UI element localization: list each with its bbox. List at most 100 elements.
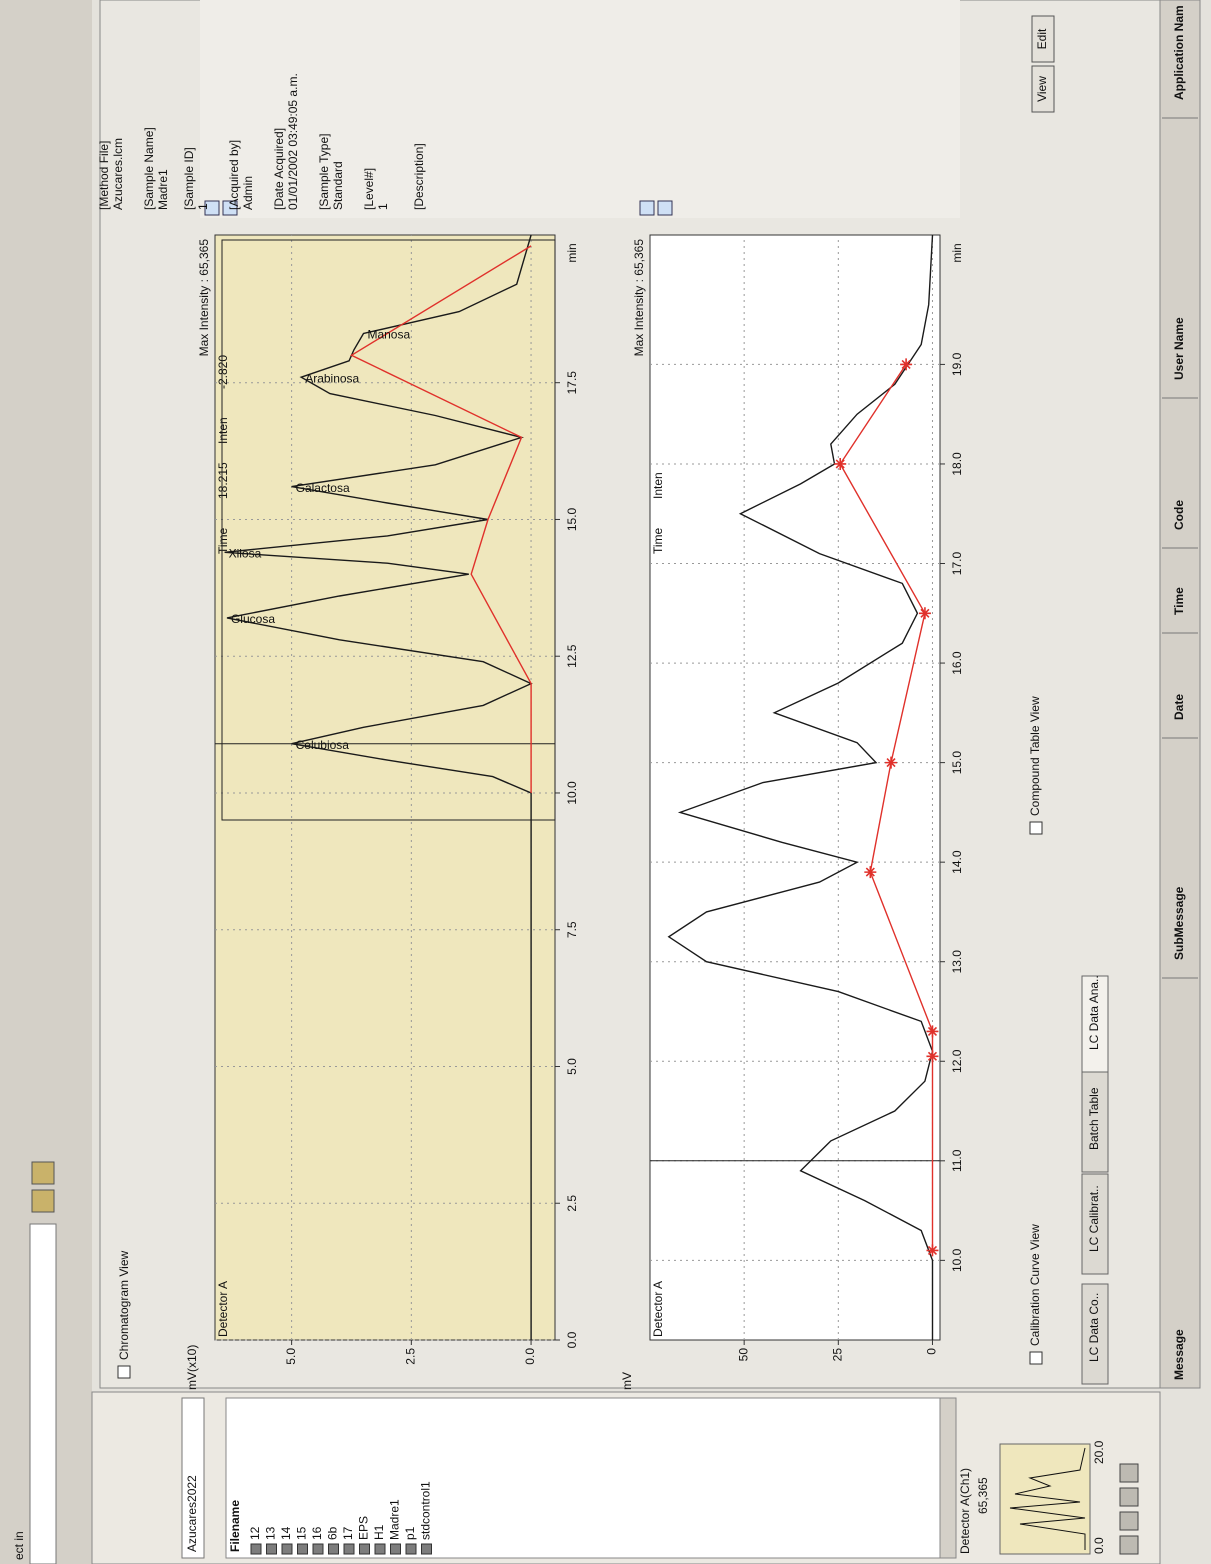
y-tick-label: 5.0 (284, 1348, 298, 1365)
file-icon (329, 1544, 339, 1554)
checkbox[interactable] (1030, 1352, 1042, 1364)
cursor-readout: Time (651, 527, 665, 554)
x-tick-label: 17.5 (565, 371, 579, 395)
file-icon (313, 1544, 323, 1554)
panel-icon[interactable] (1120, 1512, 1138, 1530)
window-title: Chromatogram View (117, 1251, 131, 1360)
panel-icon[interactable] (1120, 1536, 1138, 1554)
list-header: Filename (228, 1500, 242, 1552)
search-label: ect in (12, 1531, 26, 1560)
x-unit: min (950, 243, 964, 262)
file-name: EPS (357, 1516, 371, 1540)
cursor-readout: Inten (651, 472, 665, 499)
thumb-label: 0.0 (1092, 1537, 1106, 1554)
checkbox-label: Calibration Curve View (1028, 1224, 1042, 1346)
file-icon (391, 1544, 401, 1554)
x-tick-label: 13.0 (950, 950, 964, 974)
file-name: Madre1 (388, 1499, 402, 1540)
tab-label: LC Data Co.. (1087, 1293, 1101, 1362)
x-tick-label: 16.0 (950, 651, 964, 675)
cursor-readout: 18.215 (216, 462, 230, 499)
info-value: 1 (376, 203, 390, 210)
tab-label: LC Data Ana.. (1087, 975, 1101, 1050)
panel-icon[interactable] (1120, 1488, 1138, 1506)
file-icon (375, 1544, 385, 1554)
tab-label: LC Calibrat.. (1087, 1185, 1101, 1252)
x-tick-label: 0.0 (565, 1331, 579, 1348)
column-header: SubMessage (1172, 886, 1186, 960)
file-icon (422, 1544, 432, 1554)
file-name: 6b (326, 1526, 340, 1540)
scrollbar[interactable] (940, 1398, 956, 1558)
info-label: [Sample ID] (182, 147, 196, 210)
file-name: 16 (310, 1526, 324, 1540)
thumb-label: 20.0 (1092, 1440, 1106, 1464)
info-panel (200, 0, 960, 218)
peak-label: Galactosa (296, 481, 350, 495)
y-axis-label: mV(x10) (185, 1345, 199, 1390)
checkbox-label: Compound Table View (1028, 696, 1042, 816)
screen: ect inAzucares2022Filename12131415166b17… (0, 0, 1211, 1564)
panel-icon[interactable] (1120, 1464, 1138, 1482)
y-tick-label: 2.5 (404, 1348, 418, 1365)
file-icon (267, 1544, 277, 1554)
file-icon (360, 1544, 370, 1554)
x-tick-label: 12.5 (565, 644, 579, 668)
file-name: 12 (248, 1526, 262, 1540)
x-tick-label: 14.0 (950, 850, 964, 874)
window-checkbox[interactable] (118, 1366, 130, 1378)
detector-label: Detector A (651, 1281, 665, 1337)
file-name: 17 (341, 1526, 355, 1540)
x-tick-label: 10.0 (565, 781, 579, 805)
column-header: User Name (1172, 317, 1186, 380)
zoom-out[interactable] (658, 201, 672, 215)
x-tick-label: 7.5 (565, 921, 579, 938)
button-label: Edit (1035, 28, 1049, 49)
x-tick-label: 5.0 (565, 1058, 579, 1075)
peak-label: Arabinosa (305, 371, 359, 385)
file-name: H1 (372, 1524, 386, 1540)
cursor-readout: Inten (216, 417, 230, 444)
column-header: Application Nam (1172, 5, 1186, 100)
peak-label: Xilosa (229, 546, 262, 560)
info-label: [Acquired by] (227, 140, 241, 210)
detector-select: Detector A(Ch1) (958, 1468, 972, 1554)
rotated-screen: ect inAzucares2022Filename12131415166b17… (0, 0, 1211, 1564)
x-tick-label: 2.5 (565, 1195, 579, 1212)
toolbar-icon[interactable] (32, 1162, 54, 1184)
max-intensity: Max Intensity : 65,365 (197, 239, 211, 357)
file-icon (344, 1544, 354, 1554)
y-tick-label: 50 (736, 1348, 750, 1362)
y-tick-label: 0 (925, 1348, 939, 1355)
file-name: stdcontrol1 (419, 1481, 433, 1540)
y-axis-label: mV (620, 1372, 634, 1390)
tab-label: Batch Table (1087, 1087, 1101, 1150)
thumbnail (1000, 1444, 1090, 1554)
peak-label: Glucosa (231, 612, 275, 626)
x-tick-label: 12.0 (950, 1049, 964, 1073)
detector-label: Detector A (216, 1281, 230, 1337)
file-name: p1 (403, 1526, 417, 1540)
file-icon (282, 1544, 292, 1554)
info-value: Standard (331, 161, 345, 210)
column-header: Time (1172, 587, 1186, 615)
column-header: Code (1172, 500, 1186, 530)
file-icon (298, 1544, 308, 1554)
x-unit: min (565, 243, 579, 262)
info-value: Admin (241, 176, 255, 210)
detector-max: 65,365 (976, 1477, 990, 1514)
info-value: 01/01/2002 03:49:05 a.m. (286, 73, 300, 210)
checkbox[interactable] (1030, 822, 1042, 834)
info-label: [Sample Type] (317, 134, 331, 211)
x-tick-label: 18.0 (950, 452, 964, 476)
info-value: Madre1 (156, 169, 170, 210)
project-name: Azucares2022 (185, 1475, 199, 1552)
y-tick-label: 25 (830, 1348, 844, 1362)
column-header: Date (1172, 694, 1186, 720)
info-value: Azucares.lcm (111, 138, 125, 210)
file-icon (251, 1544, 261, 1554)
y-tick-label: 0.0 (523, 1348, 537, 1365)
toolbar-icon[interactable] (32, 1190, 54, 1212)
file-name: 13 (264, 1526, 278, 1540)
zoom-in[interactable] (640, 201, 654, 215)
